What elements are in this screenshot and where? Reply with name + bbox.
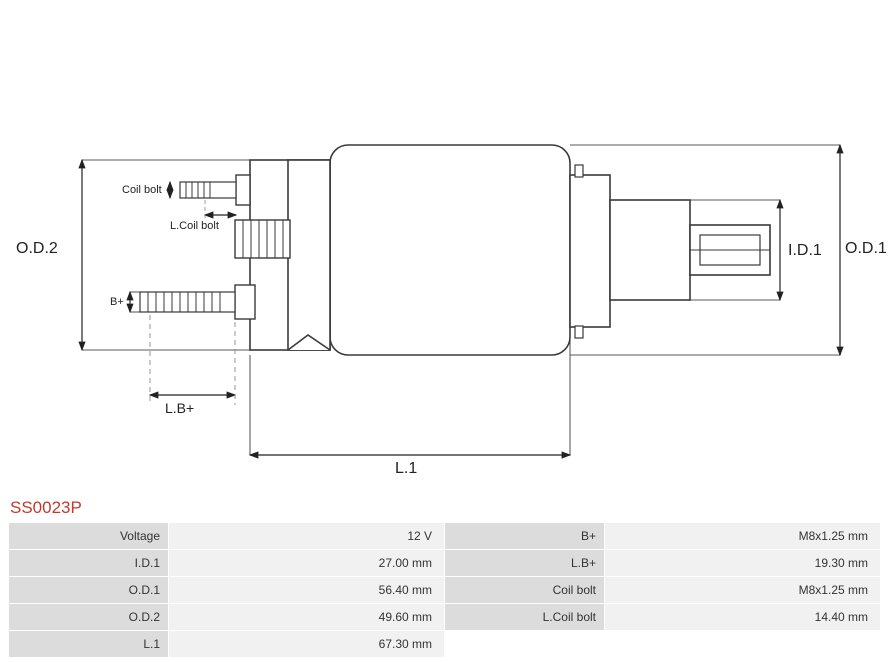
spec-table: Voltage12 VB+M8x1.25 mmI.D.127.00 mmL.B+… [8, 522, 881, 658]
spec-label: L.Coil bolt [445, 604, 605, 631]
spec-value: 27.00 mm [169, 550, 445, 577]
spec-value: 67.30 mm [169, 631, 445, 658]
spec-value: 12 V [169, 523, 445, 550]
spec-label [445, 631, 605, 658]
table-row: I.D.127.00 mmL.B+19.30 mm [9, 550, 881, 577]
spec-label: L.1 [9, 631, 169, 658]
b-plus-bolt-graphic [140, 285, 255, 319]
label-lcoilbolt: L.Coil bolt [170, 220, 219, 232]
spec-label: I.D.1 [9, 550, 169, 577]
technical-drawing: O.D.2 O.D.1 I.D.1 L.1 L.B+ B+ Coil bolt … [10, 10, 880, 490]
spec-label: O.D.2 [9, 604, 169, 631]
spec-value: 56.40 mm [169, 577, 445, 604]
label-coilbolt: Coil bolt [122, 184, 162, 196]
spec-label: L.B+ [445, 550, 605, 577]
spec-value: M8x1.25 mm [605, 523, 881, 550]
spec-label: B+ [445, 523, 605, 550]
spec-value: 19.30 mm [605, 550, 881, 577]
spec-value: M8x1.25 mm [605, 577, 881, 604]
label-bplus: B+ [110, 296, 124, 308]
label-l1: L.1 [395, 460, 417, 478]
table-row: Voltage12 VB+M8x1.25 mm [9, 523, 881, 550]
diagram-svg [10, 10, 880, 490]
label-od1: O.D.1 [845, 240, 887, 258]
part-number: SS0023P [10, 498, 82, 518]
spec-label: Coil bolt [445, 577, 605, 604]
spec-label: Voltage [9, 523, 169, 550]
label-id1: I.D.1 [788, 242, 822, 260]
table-row: O.D.249.60 mmL.Coil bolt14.40 mm [9, 604, 881, 631]
spec-value [605, 631, 881, 658]
label-lbplus: L.B+ [165, 400, 194, 416]
coil-bolt-graphic [180, 175, 250, 205]
label-od2: O.D.2 [16, 240, 58, 258]
table-row: L.167.30 mm [9, 631, 881, 658]
table-row: O.D.156.40 mmCoil boltM8x1.25 mm [9, 577, 881, 604]
spec-label: O.D.1 [9, 577, 169, 604]
spec-value: 14.40 mm [605, 604, 881, 631]
spec-value: 49.60 mm [169, 604, 445, 631]
